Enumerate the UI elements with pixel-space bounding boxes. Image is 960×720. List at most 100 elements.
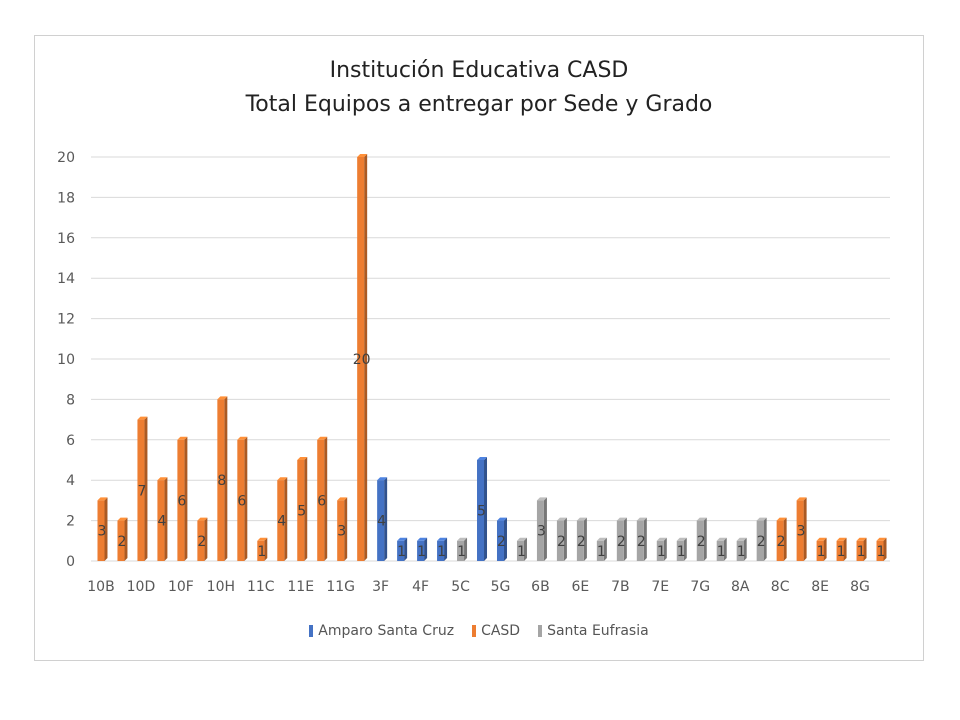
bar-side xyxy=(503,517,507,561)
bar-top xyxy=(756,517,767,521)
bar-side xyxy=(543,497,547,561)
bar-top xyxy=(616,517,627,521)
data-label: 3 xyxy=(797,524,806,540)
bar-top xyxy=(716,537,727,541)
bar-top xyxy=(736,537,747,541)
x-tick-label: 7E xyxy=(651,579,669,595)
legend-swatch-santa-eufrasia xyxy=(538,625,543,637)
data-label: 5 xyxy=(297,504,306,520)
bar xyxy=(237,439,245,561)
bar xyxy=(117,520,125,561)
bar-top xyxy=(796,497,807,501)
bar-side xyxy=(404,537,408,561)
legend-label-santa-eufrasia: Santa Eufrasia xyxy=(547,623,649,639)
data-label: 2 xyxy=(557,534,566,550)
data-label: 3 xyxy=(98,524,107,540)
bar-top xyxy=(656,537,667,541)
data-label: 3 xyxy=(337,524,346,540)
bar-top xyxy=(297,457,308,460)
bar xyxy=(337,500,345,561)
x-tick-label: 10F xyxy=(168,579,194,595)
bar-top xyxy=(117,517,128,521)
bar-top xyxy=(856,537,867,541)
x-tick-label: 3F xyxy=(372,579,389,595)
bar-side xyxy=(124,517,128,561)
bar-side xyxy=(244,436,248,561)
bar-top xyxy=(676,537,687,541)
x-tick-label: 7B xyxy=(611,579,630,595)
x-tick-label: 10D xyxy=(127,579,156,595)
bar-top xyxy=(876,537,887,541)
y-tick-label: 16 xyxy=(57,231,75,247)
bar-top xyxy=(197,517,208,521)
bar xyxy=(477,460,485,561)
data-label: 1 xyxy=(517,544,526,560)
bar-side xyxy=(523,537,527,561)
bar xyxy=(736,540,744,561)
bar xyxy=(776,520,784,561)
data-label: 4 xyxy=(277,514,286,530)
bar-side xyxy=(304,457,308,561)
legend-swatch-casd xyxy=(472,625,477,637)
bar xyxy=(457,540,465,561)
chart-area: Institución Educativa CASD Total Equipos… xyxy=(34,35,924,661)
bar-top xyxy=(377,477,388,481)
bar xyxy=(496,520,504,561)
bar-side xyxy=(264,537,268,561)
data-label: 4 xyxy=(377,514,386,530)
bar-side xyxy=(204,517,208,561)
bar xyxy=(197,520,205,561)
data-label: 1 xyxy=(257,544,266,560)
bar-side xyxy=(663,537,667,561)
bar-side xyxy=(883,537,887,561)
bar-side xyxy=(703,517,707,561)
data-label: 4 xyxy=(157,514,166,530)
y-tick-label: 14 xyxy=(57,271,75,287)
legend-item-santa-eufrasia: Santa Eufrasia xyxy=(538,623,649,639)
legend-label-amparo: Amparo Santa Cruz xyxy=(318,623,455,639)
y-tick-label: 2 xyxy=(66,514,75,530)
bar-top xyxy=(217,396,228,400)
legend-swatch-amparo xyxy=(309,625,314,637)
bar-side xyxy=(224,396,228,561)
data-label: 7 xyxy=(137,483,146,499)
bar-side xyxy=(783,517,787,561)
bar xyxy=(217,399,225,561)
data-label: 1 xyxy=(597,544,606,560)
bar-top xyxy=(137,416,148,420)
bar-top xyxy=(257,537,268,541)
bar-top xyxy=(237,436,248,440)
bar xyxy=(856,540,864,561)
bar xyxy=(676,540,684,561)
bar-top xyxy=(177,436,188,440)
data-label: 2 xyxy=(697,534,706,550)
x-tick-label: 6B xyxy=(531,579,550,595)
data-label: 2 xyxy=(777,534,786,550)
bar-side xyxy=(643,517,647,561)
x-tick-label: 8E xyxy=(811,579,829,595)
bar-side xyxy=(823,537,827,561)
y-tick-label: 10 xyxy=(57,352,75,368)
bar-top xyxy=(337,497,348,501)
chart-title: Institución Educativa CASD xyxy=(329,58,629,83)
bar xyxy=(297,460,305,561)
bar-side xyxy=(623,517,627,561)
bar-side xyxy=(683,537,687,561)
bar xyxy=(317,439,325,561)
data-label: 2 xyxy=(497,534,506,550)
data-label: 2 xyxy=(118,534,127,550)
bar-side xyxy=(384,477,388,561)
bar-top xyxy=(437,537,448,541)
bar-side xyxy=(484,457,488,561)
data-label: 2 xyxy=(757,534,766,550)
bar xyxy=(556,520,564,561)
bar xyxy=(437,540,445,561)
bar-side xyxy=(284,477,288,561)
bar-top xyxy=(576,517,587,521)
bar-top xyxy=(477,457,488,460)
bar-top xyxy=(357,154,368,157)
bar-top xyxy=(397,537,408,541)
x-tick-label: 8C xyxy=(771,579,790,595)
data-label: 1 xyxy=(677,544,686,560)
